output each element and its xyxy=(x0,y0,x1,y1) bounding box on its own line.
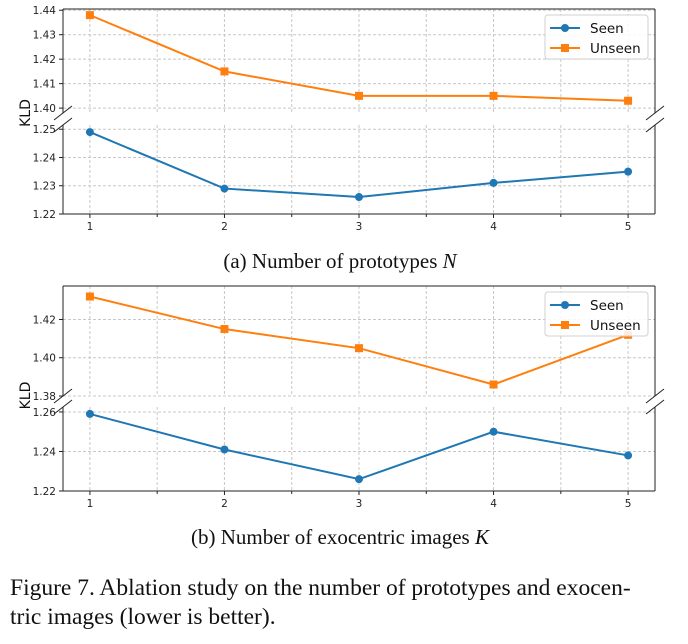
data-point-unseen xyxy=(355,344,363,353)
y-tick-label: 1.24 xyxy=(33,446,57,458)
x-tick-label: 3 xyxy=(356,498,363,510)
y-tick-label: 1.42 xyxy=(33,54,56,66)
data-point-seen xyxy=(489,427,498,436)
axis-break-mark xyxy=(645,388,665,404)
axis-break-mark xyxy=(53,399,73,415)
y-axis-label: KLD xyxy=(18,99,34,127)
data-point-seen xyxy=(624,451,633,460)
axis-break-mark xyxy=(645,117,665,133)
chart-panel-b: 1.38 1.40 1.42 1.22 1.24 1.26 1 2 3 4 5 KLD Seen Unse… xyxy=(18,285,665,549)
y-tick-label: 1.38 xyxy=(33,391,56,403)
legend-marker-unseen xyxy=(561,44,569,52)
legend-marker-seen xyxy=(561,301,569,309)
x-tick-label: 2 xyxy=(221,498,228,510)
data-point-unseen xyxy=(85,11,94,20)
data-point-unseen xyxy=(489,380,498,389)
legend: Seen Unseen xyxy=(544,14,649,60)
figure-caption-line-2: tric images (lower is better). xyxy=(10,604,276,630)
subcaption-variable: N xyxy=(442,249,458,273)
x-tick-label: 4 xyxy=(490,498,497,510)
x-tick-label: 1 xyxy=(87,498,94,510)
axis-break-mark xyxy=(645,399,665,415)
data-point-seen xyxy=(355,193,363,202)
legend-marker-seen xyxy=(561,24,569,32)
y-tick-label: 1.24 xyxy=(33,152,57,164)
x-tick-label: 1 xyxy=(87,221,94,233)
figure-caption-line-1: Figure 7. Ablation study on the number o… xyxy=(10,575,631,601)
y-tick-label: 1.41 xyxy=(33,79,56,91)
y-tick-label: 1.42 xyxy=(33,314,56,326)
data-point-seen xyxy=(624,167,633,176)
data-point-unseen xyxy=(489,91,498,100)
subcaption-a: (a) Number of prototypes N xyxy=(223,249,457,273)
legend-label-seen: Seen xyxy=(590,21,624,37)
legend-label-unseen: Unseen xyxy=(590,41,641,57)
data-point-unseen xyxy=(220,325,229,334)
data-point-seen xyxy=(220,184,229,193)
x-tick-label: 4 xyxy=(490,221,497,233)
legend-label-seen: Seen xyxy=(590,298,624,314)
y-tick-label: 1.23 xyxy=(33,181,56,193)
data-point-seen xyxy=(489,178,498,187)
y-tick-label: 1.22 xyxy=(33,486,56,498)
y-tick-label: 1.25 xyxy=(33,124,56,136)
axis-break-mark xyxy=(53,117,73,133)
data-point-seen xyxy=(220,445,229,454)
chart-panel-a: 1.40 1.41 1.42 1.43 1.44 1.22 1.23 1.24 1.25 1 2 3 4… xyxy=(18,5,665,273)
x-tick-label: 5 xyxy=(625,498,632,510)
y-tick-label: 1.40 xyxy=(33,103,56,115)
legend: Seen Unseen xyxy=(544,291,649,337)
data-point-seen xyxy=(85,128,94,137)
y-tick-label: 1.26 xyxy=(33,407,57,419)
data-point-unseen xyxy=(85,292,94,301)
figure-caption: Figure 7. Ablation study on the number o… xyxy=(10,574,682,632)
x-tick-label: 5 xyxy=(625,221,632,233)
subcaption-variable: K xyxy=(474,525,490,549)
axis-break-mark xyxy=(645,105,665,121)
subcaption-text: (a) Number of prototypes xyxy=(223,249,442,273)
x-tick-label: 2 xyxy=(221,221,228,233)
subcaption-text: (b) Number of exocentric images xyxy=(191,525,475,549)
data-point-unseen xyxy=(355,91,363,100)
legend-label-unseen: Unseen xyxy=(590,318,641,334)
y-axis-label: KLD xyxy=(18,382,34,410)
y-tick-label: 1.22 xyxy=(33,209,56,221)
x-tick-label: 3 xyxy=(356,221,363,233)
data-point-seen xyxy=(85,409,94,418)
legend-marker-unseen xyxy=(561,321,569,329)
y-tick-label: 1.43 xyxy=(33,30,56,42)
data-point-unseen xyxy=(624,96,633,105)
subcaption-b: (b) Number of exocentric images K xyxy=(191,525,490,549)
axis-break-mark xyxy=(53,105,73,121)
y-tick-label: 1.44 xyxy=(33,5,57,17)
y-tick-label: 1.40 xyxy=(33,353,56,365)
data-point-seen xyxy=(355,475,363,484)
data-point-unseen xyxy=(220,67,229,76)
